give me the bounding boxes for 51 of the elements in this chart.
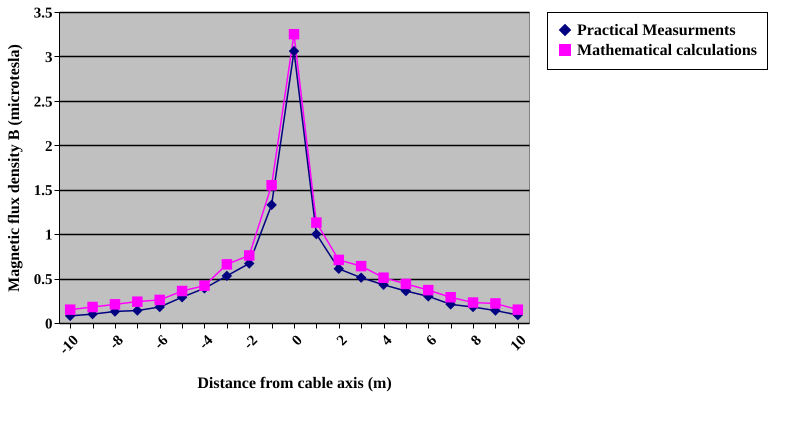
point xyxy=(490,298,501,309)
point xyxy=(356,260,366,272)
legend-label: Practical Measurments xyxy=(577,22,736,39)
x-tick-label: -2 xyxy=(240,332,262,353)
x-tick-label: 0 xyxy=(289,332,306,350)
point xyxy=(311,217,322,228)
point xyxy=(356,272,366,283)
y-tick-label: 2 xyxy=(45,138,52,155)
y-axis-title: Magnetic flux density B (microtesla) xyxy=(6,44,23,292)
y-tick-label: 0.5 xyxy=(34,272,52,288)
x-tick-label: 2 xyxy=(334,332,351,350)
x-tick-label: 4 xyxy=(378,332,396,350)
x-tick-label: -8 xyxy=(106,332,127,353)
x-axis-title: Distance from cable axis (m) xyxy=(197,375,392,392)
x-tick-label: -6 xyxy=(151,332,172,353)
legend-label: Mathematical calculations xyxy=(577,42,757,59)
y-tick-label: 3.5 xyxy=(34,6,52,22)
point xyxy=(64,304,76,315)
point xyxy=(132,296,143,307)
x-tick-label: -10 xyxy=(56,332,82,358)
point xyxy=(266,180,277,191)
point xyxy=(154,294,165,306)
y-tick-label: 2.5 xyxy=(34,94,52,110)
point xyxy=(334,254,344,266)
point xyxy=(445,292,456,302)
point xyxy=(311,228,322,240)
x-tick-label: -4 xyxy=(196,332,217,353)
point xyxy=(132,305,143,316)
y-tick-label: 1 xyxy=(45,228,52,244)
point xyxy=(288,46,300,56)
point xyxy=(334,264,344,274)
point xyxy=(222,270,232,282)
point xyxy=(199,280,210,291)
x-tick-label: 10 xyxy=(508,332,530,354)
point xyxy=(244,250,254,261)
point xyxy=(87,302,98,312)
point xyxy=(110,299,120,310)
point xyxy=(378,272,389,283)
x-tick-label: 6 xyxy=(423,332,440,350)
point xyxy=(468,297,478,308)
y-tick-label: 0 xyxy=(45,316,52,332)
y-tick-label: 1.5 xyxy=(34,183,52,200)
point xyxy=(400,278,412,290)
point xyxy=(512,304,524,315)
point xyxy=(423,284,434,296)
point xyxy=(176,286,188,296)
point xyxy=(266,200,277,210)
y-tick-label: 3 xyxy=(45,50,52,66)
point xyxy=(288,28,300,40)
point xyxy=(222,259,232,270)
x-tick-label: 8 xyxy=(468,332,485,350)
